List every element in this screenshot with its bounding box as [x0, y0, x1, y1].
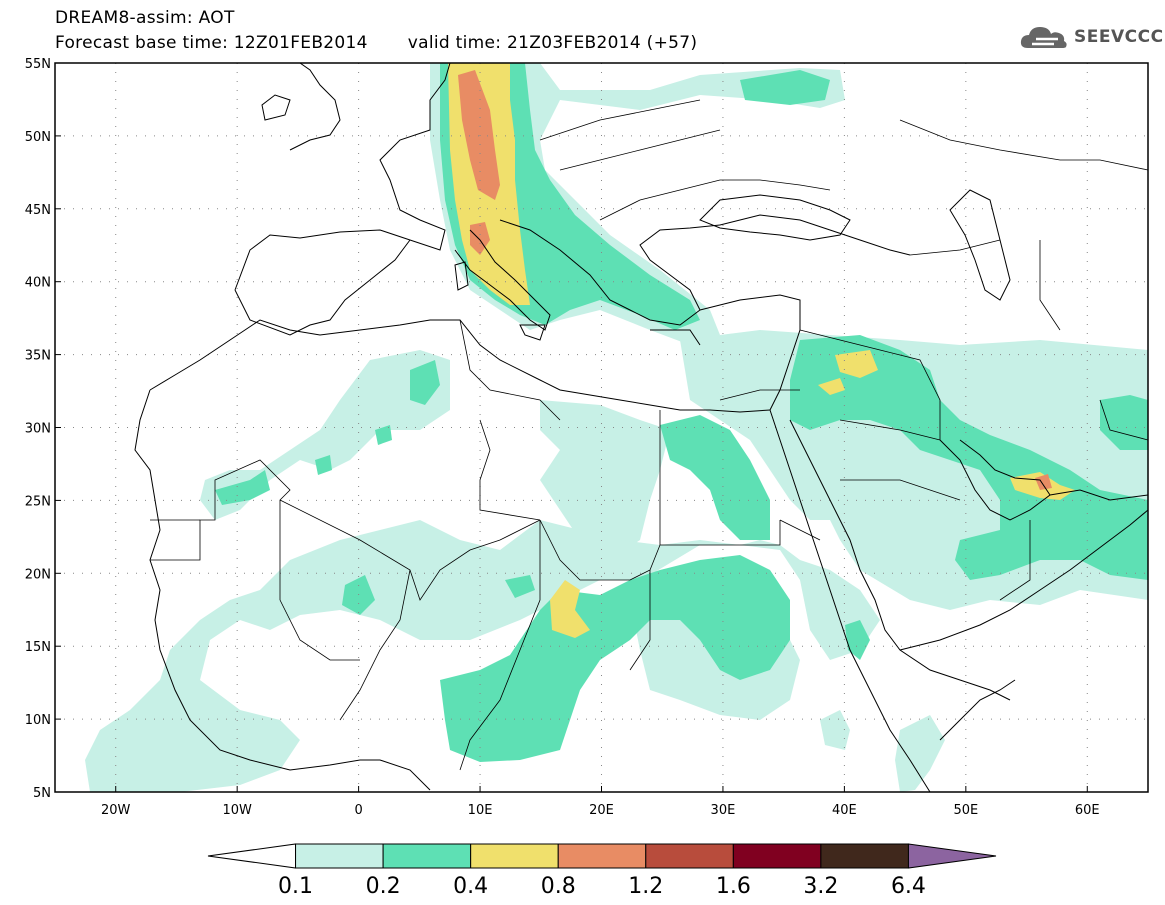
colorbar-level-label: 1.6 — [716, 874, 751, 899]
logo-text: SEEVCCC — [1074, 27, 1164, 47]
valid-time: valid time: 21Z03FEB2014 (+57) — [407, 33, 698, 53]
latitude-tick-labels: 55N 50N 45N 40N 35N 30N 25N 20N 15N 10N 5N — [25, 57, 61, 801]
colorbar-swatch — [207, 843, 297, 869]
colorbar-level-label: 0.8 — [541, 874, 576, 899]
colorbar-swatch — [295, 843, 384, 869]
lon-tick-label: 50E — [953, 803, 978, 818]
longitude-tick-labels: 20W 10W 0 10E 20E 30E 40E 50E 60E — [101, 786, 1100, 818]
colorbar-level-label: 0.2 — [366, 874, 401, 899]
colorbar-level-label: 6.4 — [891, 874, 926, 899]
lat-tick-label: 55N — [25, 57, 51, 72]
lat-tick-label: 20N — [25, 567, 51, 582]
colorbar-swatch — [470, 843, 559, 869]
lat-tick-label: 35N — [25, 349, 51, 364]
lat-tick-label: 45N — [25, 203, 51, 218]
country-borders — [150, 99, 1148, 771]
colorbar-swatch — [820, 843, 909, 869]
colorbar-swatch — [557, 843, 647, 869]
lon-tick-label: 10W — [222, 803, 252, 818]
lat-tick-label: 40N — [25, 276, 51, 291]
colorbar-level-label: 0.4 — [453, 874, 488, 899]
lon-tick-label: 10E — [468, 803, 493, 818]
colorbar-swatch — [382, 843, 472, 869]
colorbar-swatch — [907, 843, 997, 869]
lon-tick-label: 20E — [589, 803, 614, 818]
lat-tick-label: 15N — [25, 640, 51, 655]
colorbar-level-label: 3.2 — [803, 874, 838, 899]
map-title: DREAM8-assim: AOT — [55, 8, 235, 28]
lat-tick-label: 25N — [25, 494, 51, 509]
cloud-icon — [1020, 27, 1067, 48]
lat-tick-label: 50N — [25, 130, 51, 145]
colorbar-swatch — [645, 843, 734, 869]
lat-tick-label: 5N — [33, 786, 51, 801]
lat-tick-label: 10N — [25, 713, 51, 728]
colorbar-labels: 0.1 0.2 0.4 0.8 1.2 1.6 3.2 6.4 — [278, 874, 926, 899]
aot-field-layer — [85, 63, 1148, 792]
colorbar-level-label: 1.2 — [628, 874, 663, 899]
seevccc-logo: SEEVCCC — [1018, 22, 1164, 52]
coastlines — [134, 63, 1148, 792]
lon-tick-label: 40E — [832, 803, 857, 818]
lon-tick-label: 30E — [711, 803, 736, 818]
lon-tick-label: 60E — [1075, 803, 1100, 818]
lat-tick-label: 30N — [25, 422, 51, 437]
map-subtitle: Forecast base time: 12Z01FEB2014 valid ti… — [55, 33, 697, 53]
lon-tick-label: 0 — [354, 803, 362, 818]
lon-tick-label: 20W — [101, 803, 131, 818]
colorbar-swatch — [732, 843, 822, 869]
forecast-base-time: Forecast base time: 12Z01FEB2014 — [55, 33, 368, 53]
colorbar-level-label: 0.1 — [278, 874, 313, 899]
colorbar — [207, 843, 997, 869]
